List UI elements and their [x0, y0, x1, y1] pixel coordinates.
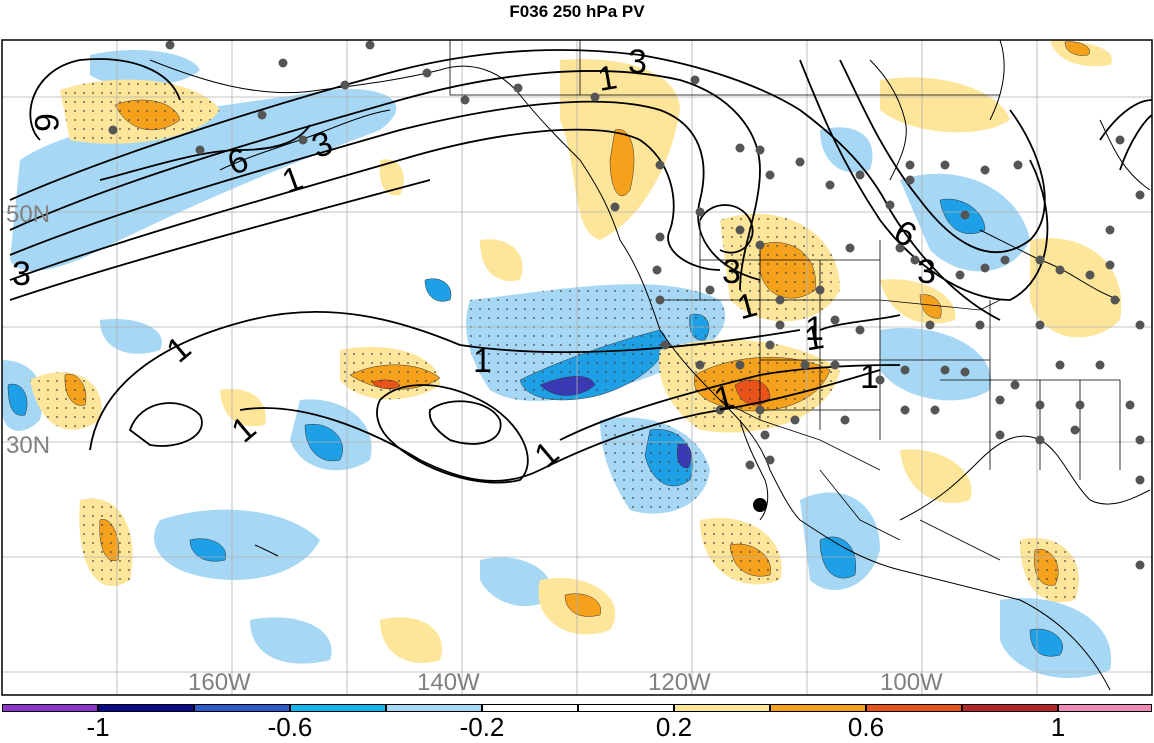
contour-label: 3 — [722, 253, 741, 291]
political-borders — [449, 40, 1121, 561]
colorbar-swatch — [674, 704, 770, 712]
colorbar-label: 0.6 — [847, 712, 885, 742]
pv-contours — [9, 49, 1152, 484]
colorbar-swatch — [98, 704, 194, 712]
colorbar-swatch — [770, 704, 866, 712]
map-title: F036 250 hPa PV — [509, 2, 645, 21]
colorbar-label: -0.6 — [267, 712, 313, 742]
lon-label: 100W — [880, 669, 943, 696]
colorbar-swatch — [482, 704, 578, 712]
contour-label: 3 — [628, 43, 647, 81]
colorbar-label: -1 — [86, 712, 110, 742]
lat-label: 50N — [6, 201, 50, 228]
map-frame — [1, 39, 1153, 696]
colorbar: -1 -0.6 -0.2 0.2 0.6 1 — [0, 700, 1154, 742]
contour-label: 3 — [917, 253, 936, 291]
lon-label: 140W — [417, 669, 480, 696]
colorbar-swatch — [1058, 704, 1152, 712]
pv-map: 6 3 6 1 3 1 3 1 1 1 3 6 3 1 1 1 1 1 1 50… — [1, 39, 1153, 696]
contour-label: 1 — [805, 310, 824, 348]
colorbar-label: 0.2 — [655, 712, 693, 742]
colorbar-swatch — [2, 704, 98, 712]
station-markers — [108, 40, 1145, 570]
significance-stipple — [30, 79, 1079, 603]
contour-label: 1 — [473, 342, 492, 380]
colorbar-swatch — [962, 704, 1058, 712]
colorbar-swatch — [194, 704, 290, 712]
colorbar-swatch — [866, 704, 962, 712]
contour-label: 3 — [12, 255, 31, 293]
lon-label: 160W — [188, 669, 251, 696]
colorbar-swatch — [386, 704, 482, 712]
colorbar-swatch — [578, 704, 674, 712]
lon-label: 120W — [648, 669, 711, 696]
location-marker — [753, 498, 767, 512]
contour-label: 6 — [27, 113, 65, 132]
colorbar-label: -0.2 — [459, 712, 505, 742]
lat-label: 30N — [6, 432, 50, 459]
colorbar-swatch — [290, 704, 386, 712]
colorbar-label: 1 — [1050, 712, 1066, 742]
contour-label: 1 — [860, 358, 879, 396]
